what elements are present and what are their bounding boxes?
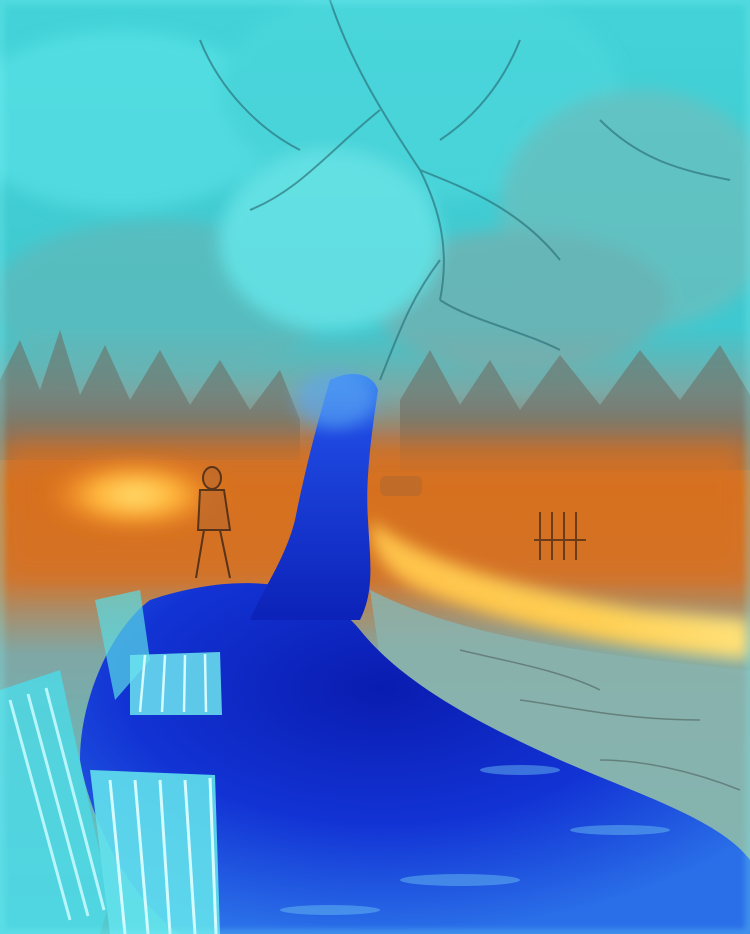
tree-canopy bbox=[0, 0, 750, 380]
ground-texture bbox=[459, 649, 741, 791]
hot-spot-left bbox=[40, 455, 230, 535]
ground-reflections bbox=[280, 765, 670, 915]
distant-tree-line bbox=[0, 330, 750, 470]
person-silhouette bbox=[195, 466, 232, 579]
hot-band-right bbox=[370, 520, 750, 660]
park-bench-near bbox=[0, 590, 222, 934]
cold-ground-pool bbox=[80, 583, 750, 934]
bench-distant bbox=[534, 512, 586, 560]
trunk-glow bbox=[295, 372, 375, 428]
car-silhouette bbox=[380, 476, 422, 496]
tree-trunk bbox=[250, 374, 378, 620]
tree-branches bbox=[199, 0, 731, 381]
